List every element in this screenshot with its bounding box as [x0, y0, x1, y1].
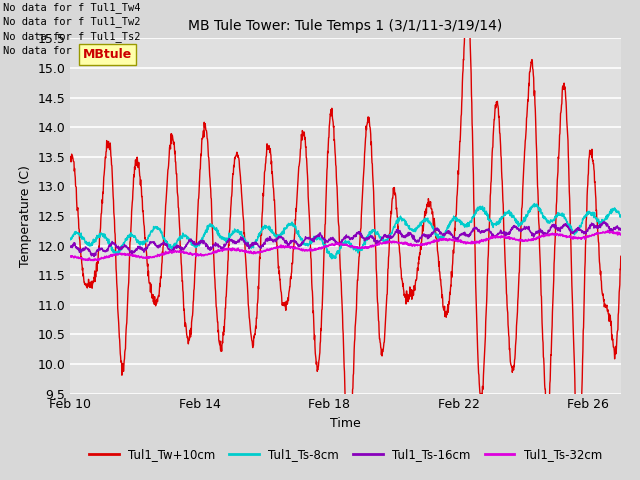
Legend: Tul1_Tw+10cm, Tul1_Ts-8cm, Tul1_Ts-16cm, Tul1_Ts-32cm: Tul1_Tw+10cm, Tul1_Ts-8cm, Tul1_Ts-16cm,…: [84, 444, 607, 466]
Title: MB Tule Tower: Tule Temps 1 (3/1/11-3/19/14): MB Tule Tower: Tule Temps 1 (3/1/11-3/19…: [188, 19, 503, 33]
Text: No data for f Tul1_Tw4
No data for f Tul1_Tw2
No data for f Tul1_Ts2
No data for: No data for f Tul1_Tw4 No data for f Tul…: [3, 2, 141, 56]
X-axis label: Time: Time: [330, 417, 361, 430]
Text: MBtule: MBtule: [83, 48, 132, 61]
Y-axis label: Temperature (C): Temperature (C): [19, 165, 32, 267]
